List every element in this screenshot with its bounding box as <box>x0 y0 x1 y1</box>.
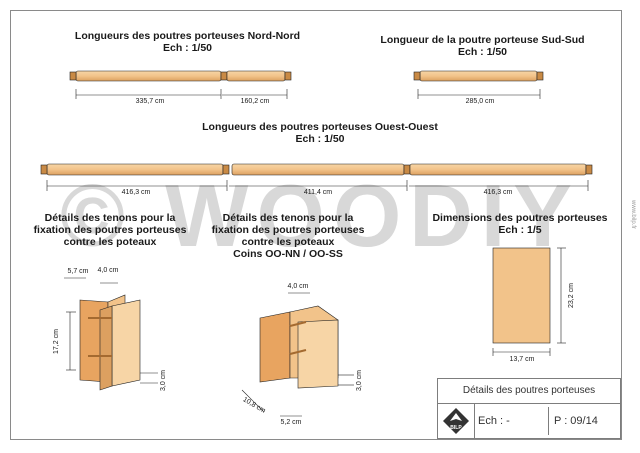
sud-title: Longueur de la poutre porteuse Sud-Sud Ec… <box>380 34 585 58</box>
dim-ouest-2: 411,4 cm <box>303 189 333 196</box>
dim-coin-c: 3,0 cm <box>356 369 363 391</box>
title-block-title: Détails des poutres porteuses <box>438 379 620 404</box>
coins-title: Détails des tenons pour la fixation des p… <box>211 212 365 260</box>
nord-beam-1 <box>75 70 222 82</box>
nord-title: Longueurs des poutres porteuses Nord-Nor… <box>74 30 301 54</box>
beam-section <box>492 247 566 356</box>
section-title: Dimensions des poutres porteuses Ech : 1/… <box>432 212 608 236</box>
bilp-logo: BILP <box>442 407 470 435</box>
drawing-frame <box>10 10 622 440</box>
title-block-page: P : 09/14 <box>554 415 598 427</box>
tenons-title: Détails des tenons pour la fixation des p… <box>33 212 187 248</box>
watermark: © WOODIY <box>60 166 580 265</box>
dim-coin-e: 5,2 cm <box>280 419 302 426</box>
dim-tenon-c: 3,0 cm <box>160 369 167 391</box>
tenon-detail <box>64 277 158 391</box>
dim-nord-2: 160,2 cm <box>240 98 270 105</box>
dim-sud-1: 285,0 cm <box>465 98 495 105</box>
nord-beam-2 <box>226 70 286 82</box>
dim-tenon-h: 17,2 cm <box>53 329 60 355</box>
side-url-text: www.bilp.fr <box>630 200 636 230</box>
dim-coin-b: 4,0 cm <box>287 283 309 290</box>
dim-ouest-1: 416,3 cm <box>121 189 151 196</box>
sud-beam <box>413 70 544 99</box>
ouest-title: Longueurs des poutres porteuses Ouest-Ou… <box>202 121 438 145</box>
dim-section-h: 23,2 cm <box>568 283 575 309</box>
dim-section-w: 13,7 cm <box>509 356 535 363</box>
dim-tenon-b: 4,0 cm <box>97 267 119 274</box>
corner-tenon-detail <box>241 292 354 417</box>
dim-tenon-a: 5,7 cm <box>67 268 89 275</box>
ouest-beams <box>40 163 593 191</box>
nord-beams <box>69 70 292 99</box>
dim-ouest-3: 416,3 cm <box>483 189 513 196</box>
title-block: Détails des poutres porteuses BILP Ech :… <box>437 378 621 439</box>
dim-nord-1: 335,7 cm <box>135 98 165 105</box>
title-block-scale: Ech : - <box>478 407 549 435</box>
svg-text:BILP: BILP <box>450 425 462 431</box>
